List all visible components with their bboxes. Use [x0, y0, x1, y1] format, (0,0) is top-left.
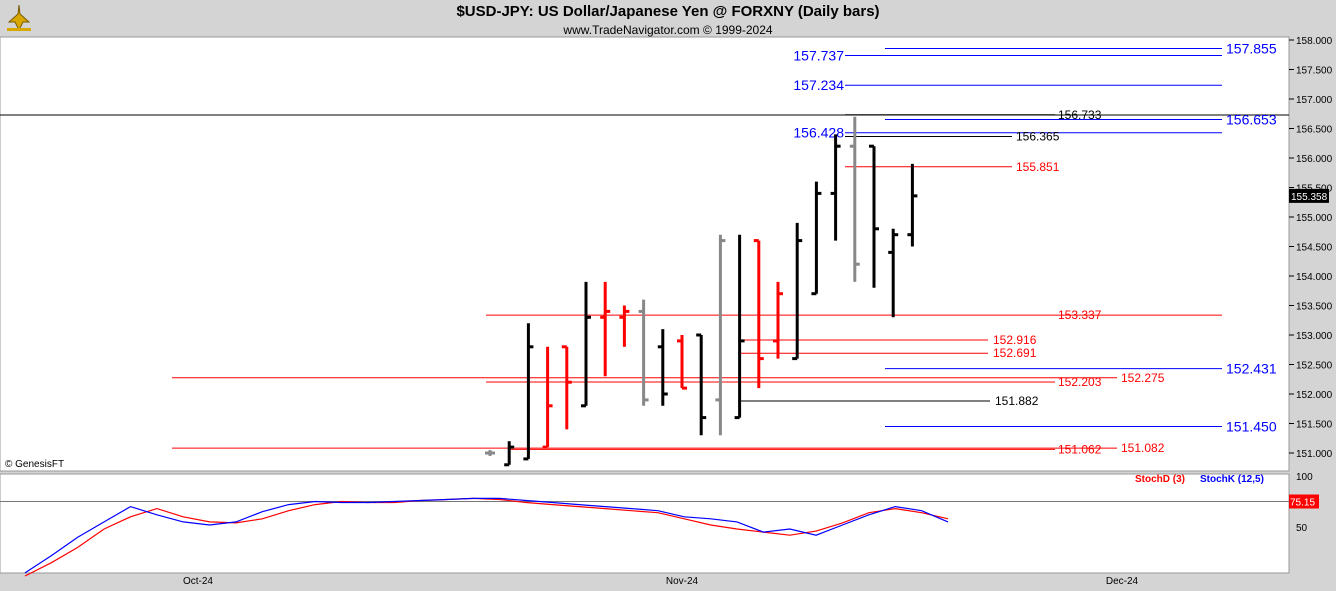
y-tick-label: 153.500 — [1296, 302, 1333, 313]
y-tick-label: 156.000 — [1296, 154, 1333, 165]
stoch-tick-label: 100 — [1296, 472, 1313, 483]
y-tick-label: 157.500 — [1296, 66, 1333, 77]
trade-navigator-logo-icon — [7, 4, 31, 32]
level-label: 156.653 — [1226, 111, 1277, 127]
level-label: 153.337 — [1058, 308, 1102, 322]
last-price-box — [1289, 188, 1329, 203]
watermark: © GenesisFT — [5, 459, 64, 470]
level-label: 151.082 — [1121, 441, 1165, 455]
level-label: 155.851 — [1016, 160, 1060, 174]
y-tick-label: 154.000 — [1296, 272, 1333, 283]
level-label: 157.234 — [793, 77, 844, 93]
level-label: 152.431 — [1226, 361, 1277, 377]
y-tick-label: 151.500 — [1296, 420, 1333, 431]
level-label: 151.450 — [1226, 418, 1277, 434]
y-tick-label: 155.000 — [1296, 213, 1333, 224]
level-label: 152.203 — [1058, 375, 1102, 389]
stochD-last-label: 75.15 — [1290, 498, 1315, 509]
level-label: 156.365 — [1016, 129, 1060, 143]
level-label: 152.691 — [993, 346, 1037, 360]
level-label: 151.062 — [1058, 442, 1102, 456]
level-label: 152.275 — [1121, 371, 1165, 385]
y-tick-label: 154.500 — [1296, 243, 1333, 254]
y-tick-label: 158.000 — [1296, 36, 1333, 47]
level-label: 156.428 — [793, 125, 844, 141]
stochD-legend: StochD (3) — [1135, 474, 1185, 485]
chart-subtitle: www.TradeNavigator.com © 1999-2024 — [563, 23, 773, 37]
stochK-legend: StochK (12,5) — [1200, 474, 1264, 485]
last-price-label: 155.358 — [1291, 192, 1328, 203]
level-label: 156.733 — [1058, 108, 1102, 122]
y-tick-label: 152.500 — [1296, 361, 1333, 372]
x-tick-label: Oct-24 — [183, 576, 213, 587]
y-tick-label: 157.000 — [1296, 95, 1333, 106]
stoch-tick-label: 50 — [1296, 523, 1308, 534]
x-tick-label: Dec-24 — [1106, 576, 1139, 587]
x-tick-label: Nov-24 — [666, 576, 699, 587]
level-label: 157.737 — [793, 48, 844, 64]
chart-title: $USD-JPY: US Dollar/Japanese Yen @ FORXN… — [456, 3, 880, 20]
y-tick-label: 151.000 — [1296, 449, 1333, 460]
level-label: 157.855 — [1226, 41, 1277, 57]
y-tick-label: 153.000 — [1296, 331, 1333, 342]
y-tick-label: 152.000 — [1296, 390, 1333, 401]
y-tick-label: 156.500 — [1296, 125, 1333, 136]
level-label: 151.882 — [995, 394, 1039, 408]
level-label: 152.916 — [993, 333, 1037, 347]
stochK-line — [24, 497, 949, 574]
stochD-last-box — [1289, 494, 1319, 509]
